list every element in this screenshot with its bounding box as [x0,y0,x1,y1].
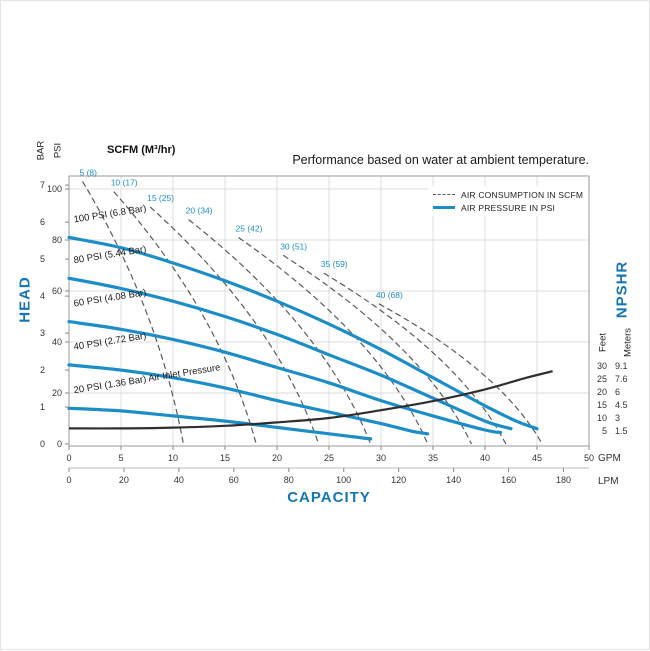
x-unit-lpm-label: LPM [598,476,619,487]
svg-text:4.5: 4.5 [615,400,628,410]
svg-text:20: 20 [52,388,62,398]
svg-text:120: 120 [391,475,406,485]
svg-text:160: 160 [501,475,516,485]
svg-text:30 (51): 30 (51) [280,241,307,251]
right-unit-meters-label: Meters [622,327,634,358]
svg-text:9.1: 9.1 [615,361,628,371]
svg-text:0: 0 [66,453,71,463]
x-axis-title-capacity: CAPACITY [287,489,371,506]
svg-text:30: 30 [597,361,607,371]
svg-text:35: 35 [428,453,438,463]
legend-air-pressure-label: AIR PRESSURE IN PSI [461,202,556,213]
svg-text:60: 60 [52,286,62,296]
svg-text:25: 25 [324,453,334,463]
svg-text:20: 20 [119,475,129,485]
svg-text:80: 80 [52,235,62,245]
svg-text:7: 7 [40,180,45,190]
svg-text:5: 5 [602,426,607,436]
svg-text:15: 15 [220,453,230,463]
scfm-units-header: SCFM (M³/hr) [107,144,176,156]
legend-item-air-pressure: AIR PRESSURE IN PSI [433,201,583,214]
svg-text:20: 20 [272,453,282,463]
svg-text:6: 6 [615,387,620,397]
svg-text:40: 40 [174,475,184,485]
legend-air-consumption-label: AIR CONSUMPTION IN SCFM [461,189,584,200]
svg-text:2: 2 [40,365,45,375]
air-consumption-curves [81,181,543,445]
svg-text:80: 80 [284,475,294,485]
svg-text:7.6: 7.6 [615,374,628,384]
svg-text:140: 140 [446,475,461,485]
axis-ticks [65,184,590,472]
svg-text:180: 180 [556,475,571,485]
right-unit-feet-label: Feet [597,333,609,353]
left-unit-bar-label: BAR [35,140,47,161]
svg-text:3: 3 [40,328,45,338]
svg-text:4: 4 [40,291,45,301]
svg-text:40: 40 [52,337,62,347]
legend-item-air-consumption: AIR CONSUMPTION IN SCFM [433,188,583,201]
svg-text:25: 25 [597,374,607,384]
svg-text:100: 100 [336,475,351,485]
svg-text:1: 1 [40,402,45,412]
svg-text:10 (17): 10 (17) [111,178,138,188]
svg-text:5 (8): 5 (8) [80,167,98,177]
svg-text:1.5: 1.5 [615,426,628,436]
svg-text:100 PSI (6.8 Bar): 100 PSI (6.8 Bar) [73,203,147,225]
svg-text:5: 5 [40,254,45,264]
svg-text:100: 100 [47,184,62,194]
npshr-curve [68,370,553,430]
svg-text:10: 10 [597,413,607,423]
svg-text:40 (68): 40 (68) [376,290,403,300]
svg-text:40 PSI (2.72 Bar): 40 PSI (2.72 Bar) [73,331,147,353]
svg-text:30: 30 [376,453,386,463]
svg-text:15 (25): 15 (25) [147,193,174,203]
svg-text:5: 5 [118,453,123,463]
svg-text:40: 40 [480,453,490,463]
svg-text:60: 60 [229,475,239,485]
svg-text:15: 15 [597,400,607,410]
y-axis-title-head: HEAD [16,276,34,323]
svg-text:45: 45 [532,453,542,463]
solid-line-sample-icon [433,206,455,209]
chart-legend: AIR CONSUMPTION IN SCFM AIR PRESSURE IN … [428,186,589,216]
svg-text:6: 6 [40,217,45,227]
svg-text:20 (34): 20 (34) [186,206,213,216]
air-pressure-curves [67,235,539,441]
svg-text:10: 10 [168,453,178,463]
air-consumption-labels: 5 (8) 10 (17) 15 (25) 20 (34) 25 (42) 30 (51)… [80,167,404,299]
svg-text:0: 0 [40,439,45,449]
svg-text:50: 50 [584,453,594,463]
svg-text:25 (42): 25 (42) [236,224,263,234]
svg-text:0: 0 [57,439,62,449]
svg-text:3: 3 [615,413,620,423]
axis-numbers: 0 5 10 15 20 25 30 35 40 45 500 20 40 60 80 100 120 140 16… [40,180,628,485]
svg-text:20: 20 [597,387,607,397]
dashed-line-sample-icon [433,194,455,195]
left-unit-psi-label: PSI [52,142,64,159]
svg-text:0: 0 [66,475,71,485]
svg-text:35 (59): 35 (59) [321,259,348,269]
svg-text:80 PSI (5.44 Bar): 80 PSI (5.44 Bar) [73,244,147,266]
chart-note: Performance based on water at ambient te… [292,153,589,167]
x-unit-gpm-label: GPM [598,453,621,464]
